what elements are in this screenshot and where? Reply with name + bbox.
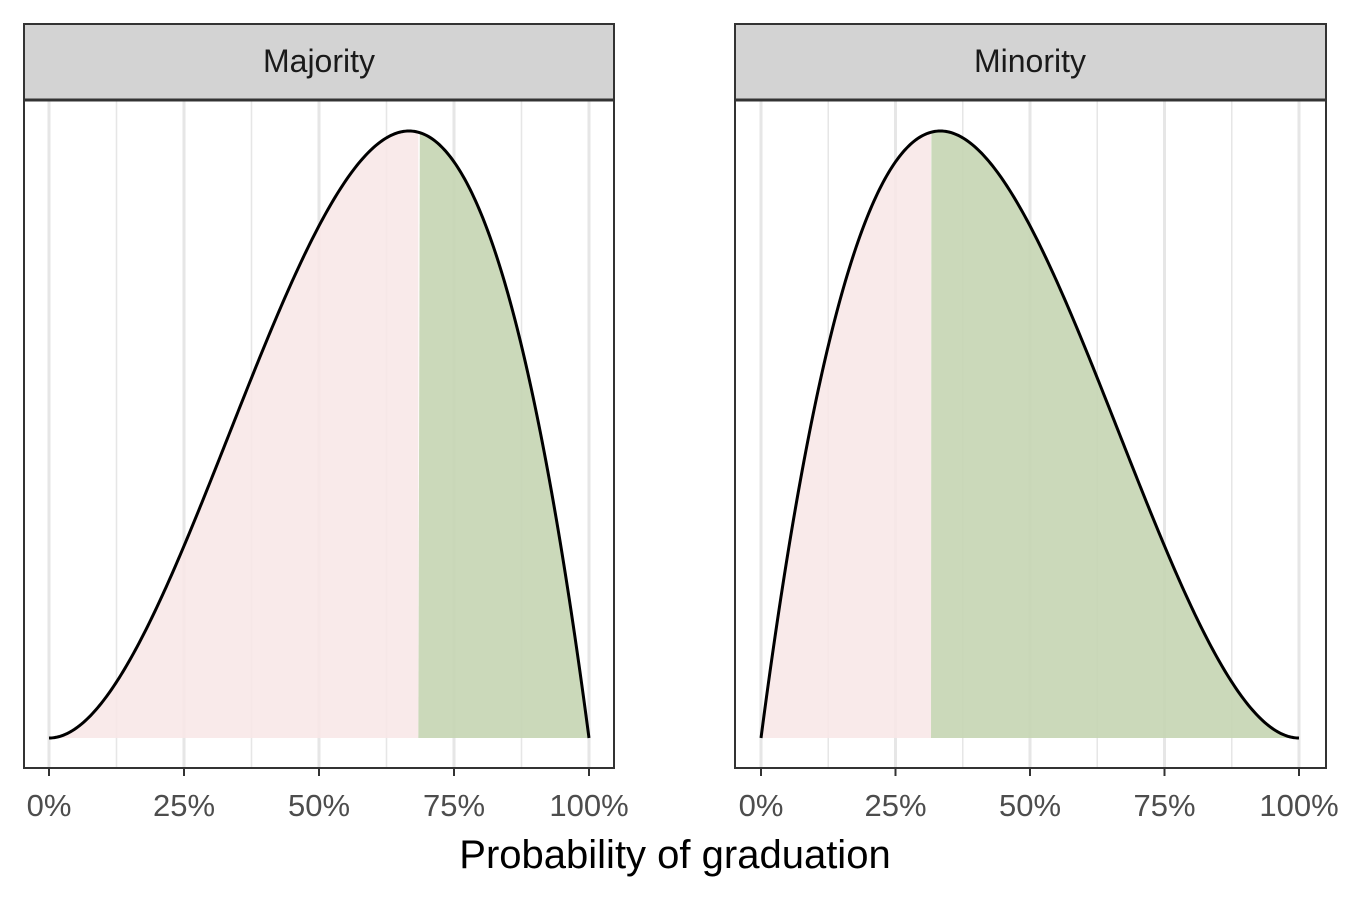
x-tick-label: 0% (27, 788, 72, 823)
density-line (48, 129, 591, 740)
x-tick-label: 75% (423, 788, 485, 823)
above-threshold-area (931, 131, 1299, 738)
density-line (759, 129, 1300, 740)
density-curve (48, 129, 591, 740)
x-tick-label: 75% (1133, 788, 1195, 823)
below-threshold-area (761, 132, 932, 739)
above-threshold-area (418, 132, 589, 738)
x-tick-label: 0% (739, 788, 784, 823)
density-fill (49, 131, 589, 738)
facet-strip (23, 23, 615, 101)
x-tick-label: 25% (864, 788, 926, 823)
x-axis-title: Probability of graduation (459, 833, 890, 877)
x-tick-label: 100% (549, 788, 628, 823)
facet-label-minority: Minority (974, 43, 1086, 79)
x-tick-label: 50% (288, 788, 350, 823)
density-curve (759, 129, 1300, 740)
below-threshold-area (49, 131, 419, 738)
panel-minority: Minority 0% 25% 50% 75% 100% (734, 23, 1339, 823)
x-tick-label: 25% (153, 788, 215, 823)
facet-label-majority: Majority (263, 43, 375, 79)
density-fill (761, 131, 1299, 739)
x-axis: 0% 25% 50% 75% 100% (739, 768, 1339, 823)
x-tick-label: 50% (999, 788, 1061, 823)
x-tick-label: 100% (1259, 788, 1338, 823)
facet-strip (734, 23, 1327, 101)
panel-majority: Majority 0% 25% 50% 75% 100% (23, 23, 629, 823)
x-axis: 0% 25% 50% 75% 100% (27, 768, 629, 823)
